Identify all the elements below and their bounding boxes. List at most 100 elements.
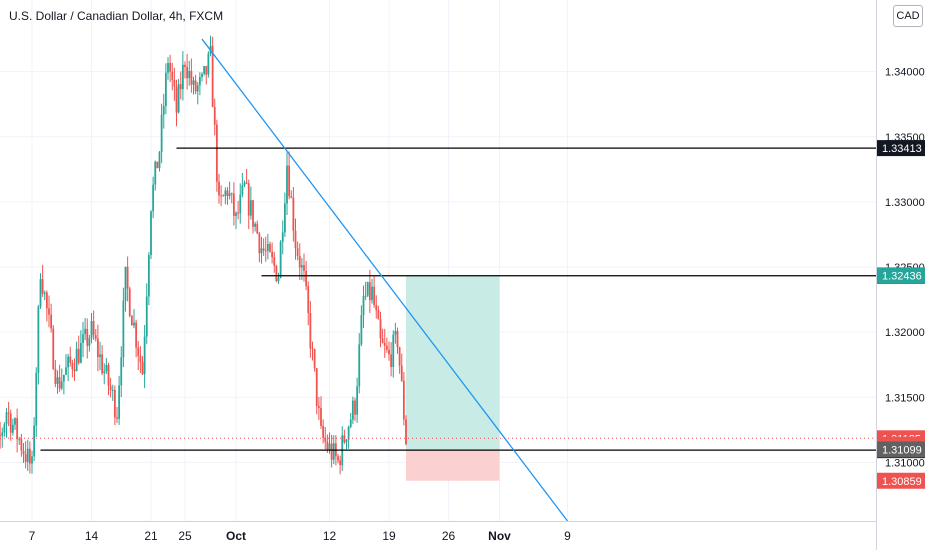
- price-tick-label: 1.31500: [885, 392, 925, 404]
- candle-body: [366, 282, 369, 296]
- candle-body: [224, 190, 227, 196]
- time-tick-label: 25: [178, 529, 192, 543]
- candle-body: [48, 308, 50, 315]
- candle-body: [262, 248, 265, 251]
- candle-body: [177, 84, 180, 113]
- candle-body: [307, 286, 310, 314]
- candle-body: [173, 79, 176, 87]
- candle-body: [349, 419, 352, 427]
- candle-body: [281, 232, 284, 242]
- candle-body: [256, 223, 259, 234]
- candle-body: [381, 338, 384, 343]
- candle-body: [99, 354, 101, 358]
- candle-body: [226, 190, 229, 196]
- candle-body: [222, 195, 225, 197]
- candle-body: [154, 161, 157, 185]
- candle-body: [218, 181, 220, 196]
- candle-body: [375, 305, 378, 311]
- candle-body: [211, 45, 214, 108]
- candle-body: [79, 343, 82, 363]
- candle-body: [69, 356, 72, 363]
- time-tick-label: 9: [564, 529, 571, 543]
- candle-body: [152, 184, 155, 212]
- candle-body: [90, 321, 93, 339]
- candle-body: [249, 200, 252, 216]
- candle-body: [237, 212, 240, 214]
- candle-body: [143, 336, 146, 375]
- time-tick-label: 14: [85, 529, 99, 543]
- candle-body: [37, 306, 40, 373]
- level-price-tag-bg: [877, 140, 925, 157]
- candle-body: [311, 348, 314, 350]
- candle-body: [385, 345, 388, 350]
- candle-body: [347, 426, 350, 440]
- candle-body: [31, 456, 33, 464]
- target-zone: [406, 275, 500, 451]
- candle-body: [230, 193, 233, 195]
- target-price-tag-bg: [877, 267, 925, 284]
- candle-body: [362, 296, 365, 316]
- candle-body: [50, 314, 53, 329]
- candle-body: [300, 265, 303, 268]
- candle-body: [41, 279, 44, 294]
- time-tick-label: 12: [323, 529, 337, 543]
- candle-body: [343, 435, 346, 443]
- candle-body: [7, 412, 10, 414]
- candle-body: [122, 300, 125, 358]
- candle-body: [205, 66, 208, 75]
- candle-body: [247, 183, 250, 216]
- time-tick-label: Oct: [226, 529, 246, 543]
- candle-body: [194, 80, 197, 92]
- horizontal-levels[interactable]: [0, 147, 876, 451]
- candle-body: [294, 230, 297, 249]
- candle-body: [141, 362, 144, 375]
- candle-body: [254, 223, 257, 227]
- candle-body: [107, 364, 110, 386]
- candle-body: [84, 328, 87, 335]
- candle-body: [313, 349, 316, 369]
- time-tick-label: 19: [382, 529, 396, 543]
- candle-body: [201, 73, 203, 78]
- candle-body: [94, 335, 97, 339]
- stop-zone: [406, 450, 500, 481]
- candle-body: [332, 443, 335, 460]
- candle-body: [86, 328, 89, 346]
- trendline[interactable]: [201, 38, 569, 522]
- price-tick-label: 1.32000: [885, 327, 925, 339]
- candle-body: [96, 338, 99, 358]
- candle-body: [52, 328, 55, 369]
- candle-body: [43, 292, 46, 294]
- candle-body: [111, 389, 114, 391]
- target-price-tag: 1.32436: [882, 270, 922, 282]
- candle-body: [273, 257, 276, 266]
- candle-body: [3, 424, 6, 433]
- candle-body: [373, 286, 376, 306]
- candle-body: [400, 365, 403, 381]
- candle-body: [54, 368, 57, 384]
- candle-body: [192, 80, 195, 85]
- candle-body: [405, 419, 407, 445]
- currency-button[interactable]: CAD: [893, 5, 923, 27]
- price-tag-bg: [877, 441, 925, 458]
- candle-body: [360, 315, 363, 345]
- candle-body: [175, 86, 178, 113]
- price-tick-label: 1.31000: [885, 457, 925, 469]
- candle-body: [167, 62, 169, 73]
- candle-body: [275, 265, 278, 282]
- time-tick-label: 26: [442, 529, 456, 543]
- candle-body: [20, 439, 23, 451]
- candle-body: [315, 368, 318, 406]
- candle-body: [139, 355, 142, 363]
- candle-body: [368, 282, 371, 301]
- candle-body: [364, 295, 367, 297]
- candle-body: [258, 233, 261, 254]
- candle-body: [379, 319, 382, 339]
- candle-body: [186, 67, 189, 79]
- candle-body: [164, 72, 167, 107]
- candle-body: [288, 165, 291, 197]
- price-tags: 1.334131.324331.310941.324361.308591.311…: [877, 140, 925, 489]
- candle-body: [128, 288, 131, 317]
- candle-body: [292, 197, 295, 231]
- candle-body: [402, 380, 405, 420]
